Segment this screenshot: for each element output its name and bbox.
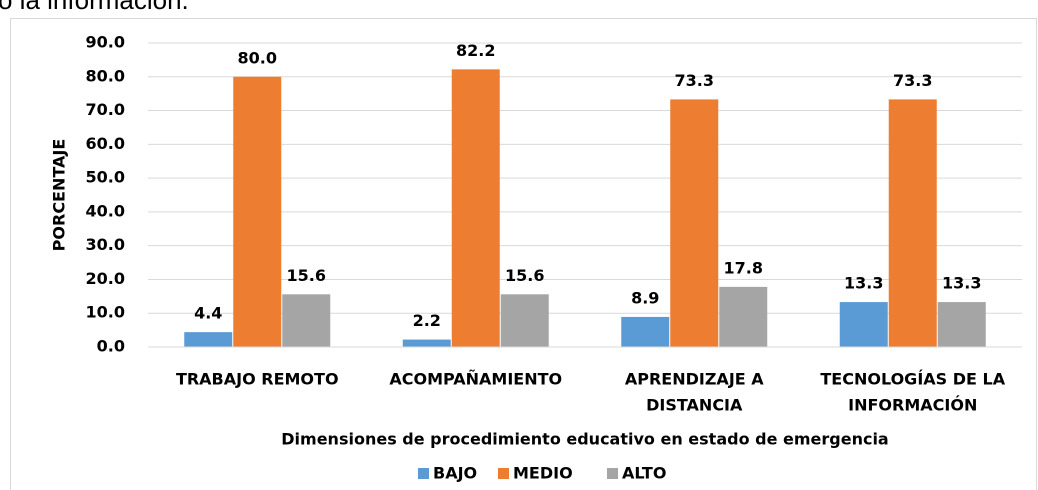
legend-swatch [418, 468, 429, 479]
bar [937, 302, 986, 347]
header-text: o la información. [0, 0, 189, 15]
y-tick-label: 30.0 [86, 235, 125, 254]
data-label: 17.8 [724, 258, 763, 277]
data-label: 2.2 [413, 311, 441, 330]
y-tick-label: 20.0 [86, 269, 125, 288]
data-label: 4.4 [194, 304, 222, 323]
x-tick-label: DISTANCIA [646, 396, 743, 415]
bar [451, 69, 500, 347]
bar [670, 99, 719, 347]
data-label: 8.9 [631, 288, 659, 307]
bar [500, 294, 549, 347]
legend-label: BAJO [433, 464, 477, 483]
y-tick-label: 10.0 [86, 303, 125, 322]
x-axis-title: Dimensiones de procedimiento educativo e… [281, 430, 888, 449]
data-label: 13.3 [942, 274, 981, 293]
y-tick-label: 80.0 [86, 66, 125, 85]
legend-swatch [607, 468, 618, 479]
y-axis-title: PORCENTAJE [50, 139, 69, 252]
data-label: 15.6 [505, 266, 544, 285]
y-tick-label: 0.0 [97, 337, 125, 356]
x-tick-label: TRABAJO REMOTO [176, 370, 339, 389]
bar [282, 294, 331, 347]
legend-label: MEDIO [513, 464, 573, 483]
y-tick-label: 40.0 [86, 201, 125, 220]
bar [839, 302, 888, 347]
bar [402, 339, 451, 347]
y-tick-label: 90.0 [86, 33, 125, 52]
y-tick-label: 70.0 [86, 100, 125, 119]
y-tick-label: 50.0 [86, 168, 125, 187]
legend-swatch [498, 468, 509, 479]
bar [888, 99, 937, 347]
x-tick-label: ACOMPAÑAMIENTO [389, 370, 562, 389]
data-label: 80.0 [238, 48, 277, 67]
bar [233, 76, 282, 348]
chart-frame [10, 18, 1037, 490]
legend-label: ALTO [622, 464, 666, 483]
bar [184, 332, 233, 347]
data-label: 15.6 [287, 266, 326, 285]
bar [621, 316, 670, 347]
x-tick-label: INFORMACIÓN [848, 396, 977, 415]
y-tick-label: 60.0 [86, 134, 125, 153]
bar [719, 286, 768, 347]
data-label: 82.2 [456, 41, 495, 60]
data-label: 73.3 [893, 71, 932, 90]
data-label: 13.3 [844, 274, 883, 293]
x-tick-label: TECNOLOGÍAS DE LA [820, 370, 1005, 389]
x-tick-label: APRENDIZAJE A [625, 370, 764, 389]
data-label: 73.3 [675, 71, 714, 90]
